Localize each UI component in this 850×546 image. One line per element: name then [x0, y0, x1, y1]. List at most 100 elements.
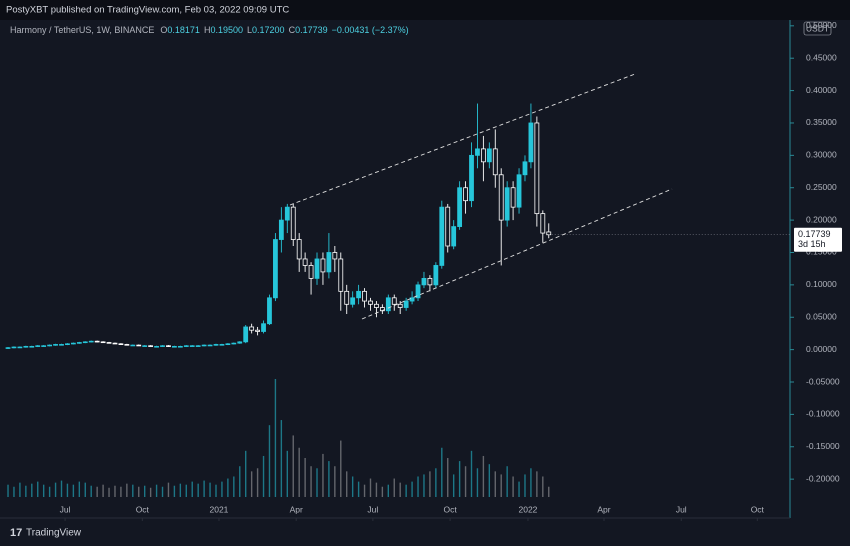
candle-body	[320, 258, 326, 273]
candle-body	[17, 346, 23, 349]
x-tick-label: Apr	[597, 504, 610, 514]
candle-body	[427, 277, 433, 286]
candle-body	[189, 345, 195, 347]
candle-body	[356, 290, 362, 299]
candle-body	[368, 300, 373, 305]
candle-body	[409, 297, 415, 302]
candle-body	[207, 344, 213, 347]
currency: USDT	[806, 23, 829, 33]
y-tick-label: -0.05000	[806, 376, 840, 386]
candle-body	[183, 345, 189, 347]
candle-body	[510, 187, 516, 208]
y-tick-label: 0.40000	[806, 85, 837, 95]
y-tick-label: 0.35000	[806, 117, 837, 127]
header-text: PostyXBT published on TradingView.com, F…	[6, 5, 289, 16]
y-tick-label: 0.30000	[806, 150, 837, 160]
header-bar	[0, 0, 850, 20]
candle-body	[528, 122, 534, 163]
candle-body	[136, 344, 142, 347]
plot-area	[5, 103, 552, 497]
last-price-label: 0.17739	[798, 229, 831, 239]
candle-body	[70, 342, 76, 345]
candle-body	[160, 345, 165, 347]
candle-body	[374, 303, 379, 308]
candle-body	[225, 343, 231, 345]
x-tick-label: 2022	[518, 504, 537, 514]
candle-body	[177, 345, 183, 348]
candle-body	[5, 347, 11, 349]
candle-body	[112, 342, 118, 345]
candle-body	[314, 258, 320, 279]
currency-badge	[803, 21, 832, 36]
candle-body	[439, 206, 445, 266]
footer-bar	[0, 520, 850, 546]
candle-body	[166, 345, 171, 347]
candle-body	[546, 231, 552, 236]
candle-body	[106, 342, 112, 344]
candle-body	[302, 258, 308, 266]
candle-body	[534, 122, 540, 215]
x-tick-label: Apr	[290, 504, 303, 514]
candle-body	[124, 344, 130, 346]
channel-lower	[361, 188, 673, 320]
candle-body	[23, 345, 29, 348]
candle-body	[522, 161, 528, 176]
candle-body	[284, 206, 290, 221]
x-tick-label: Oct	[751, 504, 765, 514]
candle-body	[142, 345, 148, 347]
candle-body	[53, 344, 58, 346]
y-tick-label: 0.00000	[806, 344, 837, 354]
candle-body	[59, 344, 64, 346]
candle-body	[267, 297, 272, 325]
x-tick-label: Oct	[443, 504, 457, 514]
candle-body	[433, 265, 439, 286]
legend-label: C	[289, 25, 296, 35]
legend-value: 0.18171	[167, 25, 200, 35]
candle-body	[451, 226, 457, 247]
candle-body	[11, 346, 17, 349]
candle-body	[41, 345, 47, 347]
candle-body	[195, 345, 201, 347]
candle-body	[255, 329, 260, 332]
candle-body	[47, 344, 53, 347]
candle-body	[344, 290, 350, 305]
candle-body	[213, 344, 219, 346]
last-price-box	[794, 227, 842, 252]
candle-body	[421, 277, 427, 286]
x-tick-label: Jul	[60, 504, 71, 514]
symbol: Harmony / TetherUS, 1W, BINANCE	[10, 25, 154, 35]
candle-body	[480, 148, 486, 163]
legend-label: L	[247, 25, 252, 35]
candle-body	[492, 148, 498, 176]
y-tick-label: 0.20000	[806, 214, 837, 224]
candle-body	[261, 323, 266, 332]
footer-text: TradingView	[26, 528, 82, 539]
candle-body	[504, 187, 510, 221]
candle-body	[445, 206, 451, 247]
y-tick-label: -0.15000	[806, 441, 840, 451]
y-tick-label: -0.10000	[806, 409, 840, 419]
candle-body	[148, 345, 154, 347]
legend-label: H	[204, 25, 211, 35]
candle-body	[397, 303, 403, 308]
legend-value: 0.17200	[252, 25, 285, 35]
candle-body	[457, 187, 463, 227]
candle-body	[94, 340, 100, 343]
candle-body	[76, 342, 82, 344]
candle-body	[273, 239, 278, 299]
candle-body	[540, 213, 546, 234]
candle-body	[385, 297, 391, 312]
candle-body	[154, 345, 159, 348]
candle-body	[516, 174, 522, 208]
countdown: 3d 15h	[798, 239, 826, 249]
candle-body	[231, 342, 237, 345]
legend-value: 0.17739	[295, 25, 328, 35]
candle-body	[88, 340, 94, 343]
legend-label: O	[160, 25, 167, 35]
candle-body	[338, 258, 344, 292]
x-tick-label: Jul	[367, 504, 378, 514]
y-tick-label: 0.45000	[806, 52, 837, 62]
candle-body	[463, 187, 468, 202]
candle-body	[326, 252, 332, 273]
